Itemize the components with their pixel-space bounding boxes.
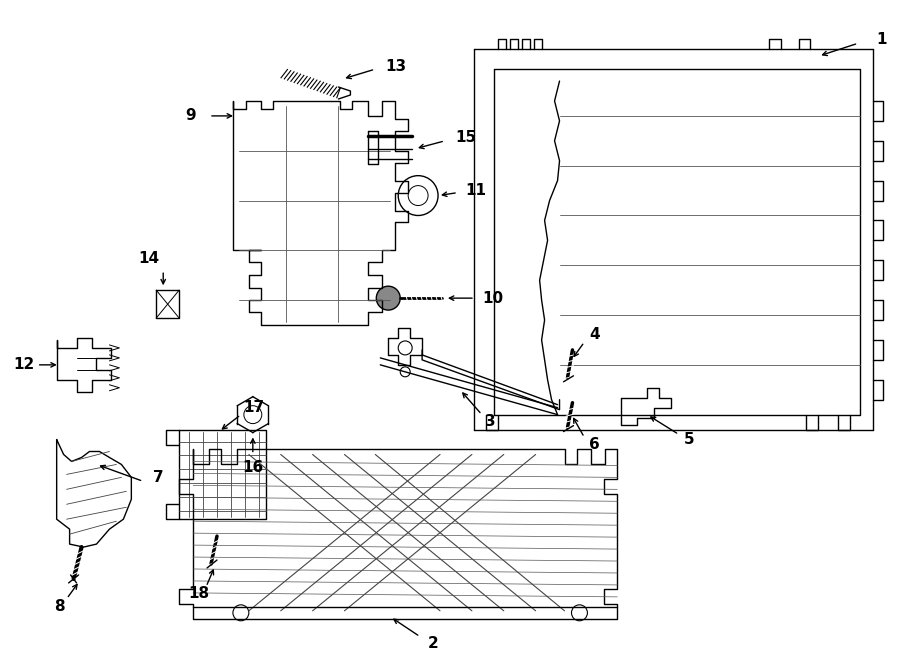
Text: 17: 17 <box>243 400 264 415</box>
Text: 4: 4 <box>590 327 600 342</box>
Circle shape <box>376 286 400 310</box>
Text: 8: 8 <box>54 600 65 614</box>
Text: 2: 2 <box>428 636 439 651</box>
Text: 7: 7 <box>153 470 164 485</box>
Text: 14: 14 <box>139 251 160 266</box>
Text: 15: 15 <box>455 130 476 145</box>
Text: 5: 5 <box>684 432 695 447</box>
Text: 12: 12 <box>14 358 34 372</box>
Text: 9: 9 <box>185 108 196 124</box>
Text: 3: 3 <box>485 414 496 429</box>
Text: 10: 10 <box>482 291 503 305</box>
Text: 1: 1 <box>877 32 886 47</box>
Text: 11: 11 <box>465 183 486 198</box>
Text: 16: 16 <box>242 460 264 475</box>
Text: 13: 13 <box>385 59 407 73</box>
Text: 6: 6 <box>590 437 600 452</box>
Text: 18: 18 <box>188 586 210 602</box>
